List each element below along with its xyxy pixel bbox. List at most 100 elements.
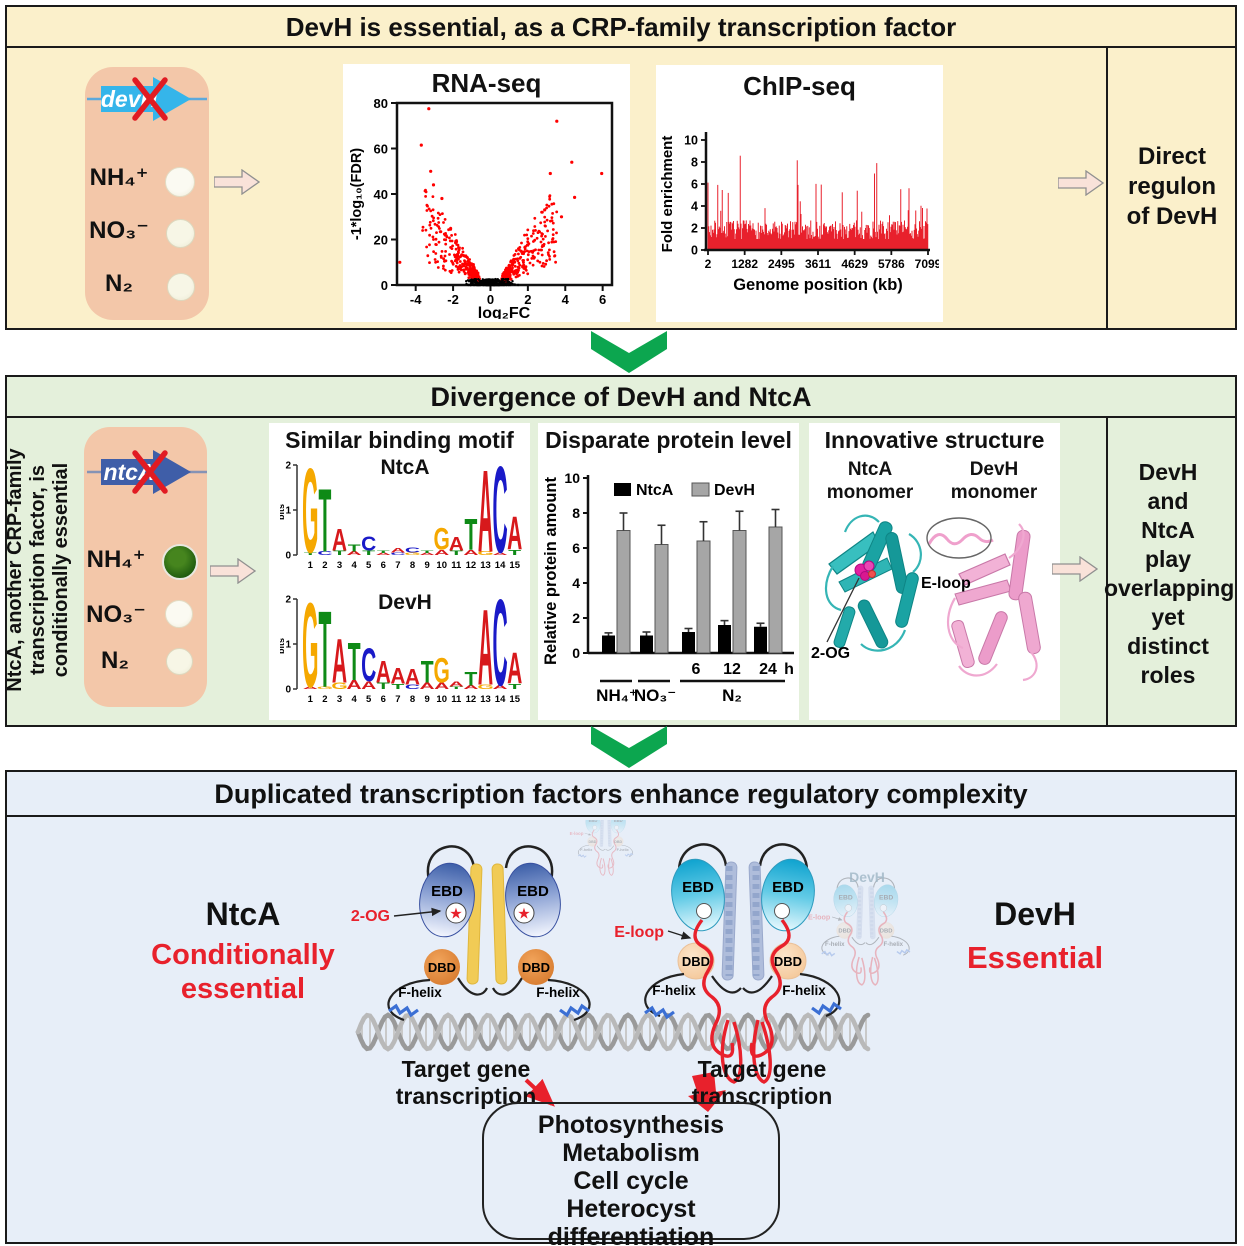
svg-text:2: 2 (524, 292, 531, 307)
svg-text:11: 11 (451, 694, 462, 705)
svg-text:C: C (317, 551, 332, 557)
rnaseq-title: RNA-seq (431, 68, 542, 98)
svg-text:T: T (318, 589, 331, 710)
svg-text:A: A (303, 686, 318, 690)
svg-text:24: 24 (759, 661, 777, 678)
svg-text:T: T (450, 550, 464, 557)
svg-text:Relative protein amount: Relative protein amount (542, 477, 560, 665)
svg-text:2: 2 (285, 461, 291, 472)
svg-text:10: 10 (684, 134, 698, 148)
svg-text:15: 15 (509, 694, 520, 705)
svg-text:4: 4 (572, 575, 580, 591)
svg-text:1: 1 (308, 694, 314, 705)
svg-text:DevH: DevH (714, 482, 755, 499)
svg-text:9: 9 (424, 694, 429, 705)
svg-text:40: 40 (374, 187, 388, 202)
process-item: Heterocyst differentiation (547, 1195, 715, 1246)
svg-text:T: T (421, 550, 435, 554)
svg-text:C: C (493, 455, 508, 579)
svg-text:A: A (376, 552, 391, 556)
svg-text:13: 13 (480, 694, 491, 705)
ghost-devh-label: DevH (849, 869, 885, 885)
svg-text:A: A (478, 589, 493, 708)
devh-monomer-sketch: E-loop (921, 517, 1041, 682)
svg-text:T: T (421, 654, 434, 689)
chipseq-title: ChIP-seq (743, 71, 856, 101)
panel2-side-note: NtcA, another CRP-family transcription f… (4, 448, 72, 692)
svg-text:2: 2 (691, 222, 698, 236)
svg-text:NO₃⁻: NO₃⁻ (634, 686, 676, 705)
ntca-monomer-label: NtcA monomer (826, 459, 914, 503)
svg-text:A: A (390, 547, 405, 554)
svg-text:A: A (463, 685, 478, 691)
flow-arrow-icon (210, 558, 256, 584)
svg-text:8: 8 (410, 694, 415, 705)
svg-text:2: 2 (705, 257, 712, 271)
svg-text:6: 6 (572, 540, 580, 556)
ntca-monomer-sketch: 2-OG (811, 514, 922, 662)
svg-text:2495: 2495 (768, 257, 795, 271)
svg-text:h: h (784, 661, 794, 678)
svg-text:G: G (477, 551, 493, 557)
condition-label: N₂ (101, 647, 129, 674)
target-transcription-right: Target gene transcription (691, 1056, 833, 1109)
motif-card (269, 423, 530, 720)
condition-label: NO₃⁻ (86, 601, 146, 628)
svg-text:T: T (348, 631, 361, 692)
svg-text:11: 11 (451, 560, 462, 571)
svg-text:20: 20 (374, 233, 388, 248)
svg-text:7099: 7099 (915, 257, 939, 271)
process-item: Metabolism (562, 1139, 700, 1167)
svg-text:T: T (508, 683, 521, 691)
svg-text:12: 12 (723, 661, 741, 678)
svg-text:5: 5 (366, 694, 372, 705)
svg-text:A: A (347, 551, 362, 557)
svg-text:A: A (507, 507, 522, 560)
svg-text:bits: bits (280, 504, 286, 520)
svg-text:T: T (362, 550, 376, 557)
colony-spot-icon (166, 219, 195, 248)
svg-text:A: A (449, 534, 464, 555)
devh-status: Essential (966, 940, 1104, 975)
svg-text:A: A (493, 685, 508, 691)
svg-text:10: 10 (436, 560, 447, 571)
devh-name: DevH (994, 896, 1076, 932)
svg-text:G: G (477, 684, 493, 691)
svg-text:6: 6 (381, 560, 386, 571)
svg-text:10: 10 (436, 694, 447, 705)
svg-text:6: 6 (599, 292, 606, 307)
ghost-dimer-small (570, 820, 633, 875)
chip-spikes (707, 155, 929, 250)
svg-text:T: T (450, 686, 464, 690)
svg-text:C: C (405, 546, 420, 554)
svg-text:7: 7 (395, 560, 400, 571)
ntca-dimer (351, 846, 590, 1020)
panel2-divider (1106, 418, 1108, 726)
svg-text:A: A (361, 679, 376, 692)
svg-text:bits: bits (280, 638, 286, 654)
svg-text:A: A (507, 645, 522, 694)
svg-text:4: 4 (351, 560, 357, 571)
svg-text:G: G (302, 455, 318, 579)
svg-text:T: T (348, 543, 361, 554)
svg-text:A: A (463, 549, 478, 557)
svg-text:A: A (434, 549, 449, 557)
svg-text:A: A (376, 654, 391, 689)
dimer-cartoons: EBD EBD ★ ★ DBD DBD F-helix F-helix 2-OG (330, 820, 970, 1112)
svg-text:A: A (434, 681, 449, 691)
svg-text:2: 2 (322, 694, 327, 705)
svg-text:A: A (332, 522, 347, 557)
svg-text:1: 1 (285, 640, 291, 651)
svg-text:C: C (361, 533, 376, 556)
panel1-title: DevH is essential, as a CRP-family trans… (7, 7, 1235, 48)
svg-text:4629: 4629 (841, 257, 868, 271)
svg-text:T: T (508, 549, 521, 557)
svg-text:A: A (420, 552, 435, 556)
ntca-name: NtcA (205, 896, 281, 932)
condition-label: NH₄⁺ (89, 164, 149, 191)
svg-text:G: G (434, 521, 450, 556)
devh-monomer-label: DevH monomer (950, 459, 1038, 503)
flow-arrow-icon (1058, 170, 1104, 196)
svg-text:C: C (493, 589, 508, 712)
svg-text:6: 6 (381, 694, 386, 705)
